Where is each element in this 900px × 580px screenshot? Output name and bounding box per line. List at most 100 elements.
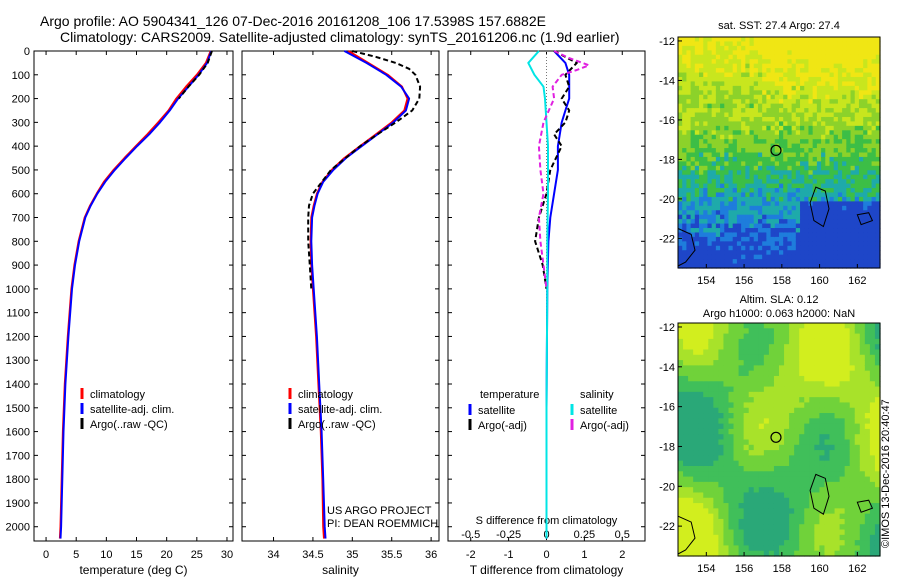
project-credit: US ARGO PROJECT — [327, 505, 432, 517]
y-tick-label: -18 — [659, 154, 675, 166]
legend-label: satellite-adj. clim. — [298, 404, 382, 416]
x-tick-label: 160 — [810, 563, 828, 575]
x-tick-label: 154 — [697, 275, 715, 287]
series-line-2 — [307, 50, 422, 289]
reef-contour — [856, 212, 874, 226]
x-tick-label: 34.5 — [302, 549, 323, 561]
series-line-3 — [537, 50, 590, 290]
y-tick-label: 1900 — [6, 498, 30, 510]
legend-label: Argo(-adj) — [478, 420, 527, 432]
x-tick-label: 20 — [161, 549, 173, 561]
sst-map-panel: 154 156 158 160 162 -12 -14 -16 -18 -20 -22 sat. SS… — [659, 20, 881, 287]
y-tick-label: 1200 — [6, 331, 30, 343]
y-tick-label: 2000 — [6, 522, 30, 534]
legend-label: satellite — [478, 405, 515, 417]
y-tick-label: -18 — [659, 441, 675, 453]
map-frame — [677, 36, 881, 269]
sla-field — [678, 323, 881, 557]
y-tick-label: 700 — [12, 213, 30, 225]
x-tick-label: 1 — [581, 549, 587, 561]
x-axis-label: salinity — [322, 563, 359, 577]
series-line-0 — [58, 50, 212, 539]
y-tick-label: -12 — [659, 36, 675, 48]
x-tick-label: 15 — [130, 549, 142, 561]
y-tick-label: 1800 — [6, 474, 30, 486]
climatology-title: Climatology: CARS2009. Satellite-adjuste… — [60, 29, 620, 45]
y-tick-label: -14 — [659, 75, 675, 87]
profile-title: Argo profile: AO 5904341_126 07-Dec-2016… — [40, 13, 546, 29]
reef-contour — [856, 499, 874, 513]
x-tick-label: 160 — [810, 275, 828, 287]
argo-location-marker — [770, 431, 782, 443]
y-tick-label: -20 — [659, 481, 675, 493]
y-tick-label: 800 — [12, 236, 30, 248]
x-tick-label: 30 — [221, 549, 233, 561]
sla-map-panel: 154 156 158 160 162 -12 -14 -16 -18 -20 -22 Altim. … — [659, 294, 881, 575]
x-tick-label: 156 — [735, 275, 753, 287]
legend-label: Argo(..raw -QC) — [298, 419, 376, 431]
x-tick-label: 5 — [73, 549, 79, 561]
legend-label: satellite-adj. clim. — [90, 404, 174, 416]
series-line-1 — [310, 50, 411, 539]
plot-frame — [33, 50, 234, 542]
x2-tick-label: -0.25 — [496, 529, 521, 541]
copyright-note: ©IMOS 13-Dec-2016 20:40:47 — [880, 399, 892, 548]
map-title: sat. SST: 27.4 Argo: 27.4 — [718, 20, 840, 32]
legend-label: Argo(-adj) — [580, 420, 629, 432]
x-tick-label: 25 — [191, 549, 203, 561]
x-tick-label: 0 — [43, 549, 49, 561]
plot-frame — [241, 50, 440, 542]
x-tick-label: 34 — [267, 549, 279, 561]
y-tick-label: 1100 — [6, 308, 30, 320]
y-tick-label: 600 — [12, 189, 30, 201]
x-tick-label: 158 — [773, 563, 791, 575]
legend-title: salinity — [580, 389, 614, 401]
x-tick-label: 0 — [543, 549, 549, 561]
argo-location-marker — [770, 144, 782, 156]
y-tick-label: 400 — [12, 141, 30, 153]
y-tick-label: -14 — [659, 362, 675, 374]
x-tick-label: 10 — [100, 549, 112, 561]
x-axis-label: temperature (deg C) — [79, 563, 187, 577]
sst-field — [678, 37, 881, 269]
y-tick-label: -12 — [659, 322, 675, 334]
x-tick-label: 2 — [619, 549, 625, 561]
y-tick-label: -16 — [659, 115, 675, 127]
legend-title: temperature — [480, 389, 539, 401]
profile-panel-temperature: 0100200300400500600700800900100011001200… — [6, 46, 234, 577]
x-tick-label: 158 — [773, 275, 791, 287]
x-tick-label: -1 — [504, 549, 514, 561]
series-line-2 — [177, 50, 213, 100]
x-tick-label: 35 — [346, 549, 358, 561]
legend-label: satellite — [580, 405, 617, 417]
y-tick-label: 1500 — [6, 403, 30, 415]
profile-panel-difference-from-climatology: -2 -1 0 1 2 T difference from climatology -0.5… — [447, 50, 646, 577]
pi-credit: PI: DEAN ROEMMICH — [327, 518, 439, 530]
reef-contour — [809, 186, 830, 228]
reef-contour — [809, 473, 830, 515]
x2-tick-label: 0.25 — [574, 529, 595, 541]
y-tick-label: 1300 — [6, 355, 30, 367]
map-subtitle: Argo h1000: 0.063 h2000: NaN — [703, 308, 855, 320]
x-tick-label: 156 — [735, 563, 753, 575]
y-tick-label: 1600 — [6, 427, 30, 439]
y-tick-label: 1000 — [6, 284, 30, 296]
y-tick-label: 100 — [12, 70, 30, 82]
x2-tick-label: 0.5 — [615, 529, 630, 541]
y-tick-label: 200 — [12, 94, 30, 106]
y-tick-label: -22 — [659, 521, 675, 533]
legend-label: climatology — [298, 389, 354, 401]
legend-label: Argo(..raw -QC) — [90, 419, 168, 431]
y-tick-label: -22 — [659, 233, 675, 245]
legend-label: climatology — [90, 389, 146, 401]
y-tick-label: 300 — [12, 117, 30, 129]
profile-panel-salinity: 34 34.5 35 35.5 36 salinity climatology satelli… — [241, 50, 440, 577]
series-line-2 — [527, 50, 549, 539]
y-tick-label: -16 — [659, 402, 675, 414]
x-tick-label: 35.5 — [381, 549, 402, 561]
series-line-1 — [59, 50, 213, 539]
y-tick-label: 500 — [12, 165, 30, 177]
x-tick-label: 154 — [697, 563, 715, 575]
series-line-1 — [534, 50, 578, 290]
